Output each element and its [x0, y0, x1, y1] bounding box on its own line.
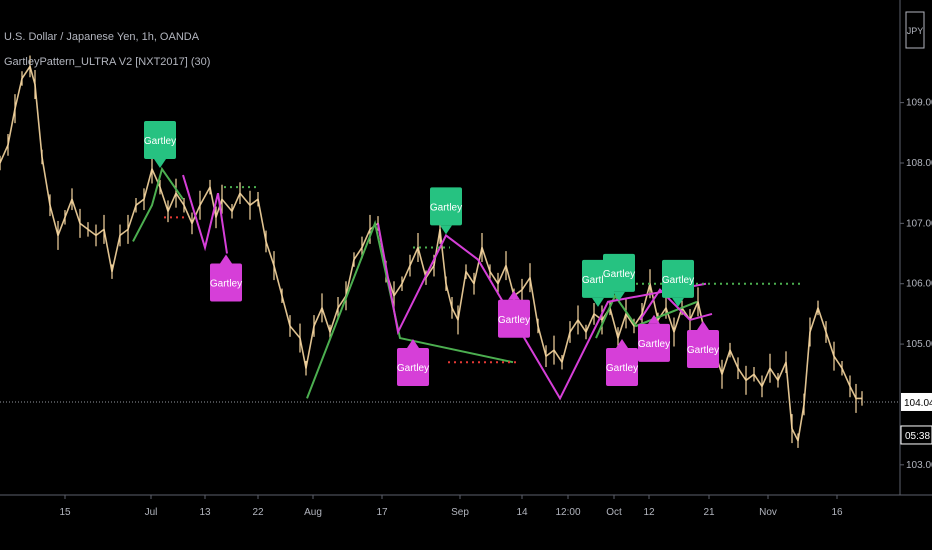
gartley-marker-label: Gartley	[430, 202, 462, 213]
x-tick-label: 12:00	[555, 507, 580, 518]
gartley-marker[interactable]	[603, 253, 635, 292]
x-tick-label: 14	[516, 507, 528, 518]
gartley-marker[interactable]	[606, 348, 638, 387]
gartley-marker-label: Gartley	[687, 345, 719, 356]
gartley-marker-label: Gartley	[662, 275, 694, 286]
x-tick-label: 13	[199, 507, 211, 518]
x-tick-label: 17	[376, 507, 388, 518]
gartley-marker[interactable]	[498, 299, 530, 338]
gartley-marker-pointer	[407, 339, 419, 349]
x-tick-label: Nov	[759, 507, 777, 518]
gartley-marker[interactable]	[397, 348, 429, 387]
gartley-marker-pointer	[592, 297, 604, 307]
price-series-line	[0, 65, 862, 442]
gartley-marker[interactable]	[430, 187, 462, 226]
y-tick-label: 108.000	[906, 158, 932, 169]
y-tick-label: 109.000	[906, 98, 932, 109]
x-tick-label: 22	[252, 507, 264, 518]
magenta-pattern-line	[377, 223, 707, 401]
x-tick-label: Jul	[145, 507, 158, 518]
countdown-box	[900, 425, 932, 445]
gartley-marker-pointer	[154, 159, 166, 169]
y-tick-label: 106.000	[906, 279, 932, 290]
gartley-marker-pointer	[616, 339, 628, 349]
gartley-marker[interactable]	[638, 323, 670, 362]
gartley-marker-pointer	[440, 225, 452, 235]
gartley-marker-label: Gartley	[397, 363, 429, 374]
y-tick-label: 107.000	[906, 218, 932, 229]
magenta-pattern-line	[639, 288, 713, 322]
currency-badge-label: JPY	[907, 26, 924, 36]
gartley-marker-label: Gartley	[638, 339, 670, 350]
gartley-marker-pointer	[220, 254, 232, 264]
gartley-marker-label: Gartley	[210, 279, 242, 290]
x-tick-label: Aug	[304, 507, 322, 518]
gartley-marker[interactable]	[662, 259, 694, 298]
gartley-marker-pointer	[672, 297, 684, 307]
gartley-marker[interactable]	[687, 329, 719, 368]
chart-title: U.S. Dollar / Japanese Yen, 1h, OANDA	[4, 31, 200, 43]
countdown-label: 05:38	[905, 431, 930, 442]
x-tick-label: 21	[703, 507, 715, 518]
gartley-marker-label: Gartley	[582, 275, 614, 286]
current-price-label: 104.041	[904, 398, 932, 409]
x-tick-label: 12	[643, 507, 655, 518]
x-tick-label: 15	[59, 507, 71, 518]
gartley-marker-label: Gartley	[498, 315, 530, 326]
green-pattern-line	[132, 166, 184, 242]
x-tick-label: 16	[831, 507, 843, 518]
gartley-marker-pointer	[508, 290, 520, 300]
gartley-marker[interactable]	[210, 263, 242, 302]
y-tick-label: 105.000	[906, 339, 932, 350]
gartley-marker[interactable]	[144, 121, 176, 160]
currency-badge[interactable]	[905, 11, 925, 49]
gartley-marker-pointer	[648, 314, 660, 324]
gartley-marker-label: Gartley	[603, 269, 635, 280]
gartley-marker-label: Gartley	[606, 363, 638, 374]
gartley-marker-label: Gartley	[144, 136, 176, 147]
y-tick-label: 103.000	[906, 460, 932, 471]
magenta-pattern-line	[182, 174, 228, 254]
gartley-marker-pointer	[613, 291, 625, 301]
green-pattern-line	[595, 293, 698, 339]
indicator-label[interactable]: GartleyPattern_ULTRA V2 [NXT2017] (30)	[4, 56, 211, 68]
x-tick-label: Sep	[451, 507, 469, 518]
current-price-box	[901, 392, 932, 411]
green-pattern-line	[306, 219, 514, 399]
gartley-marker-pointer	[697, 320, 709, 330]
x-tick-label: Oct	[606, 507, 622, 518]
